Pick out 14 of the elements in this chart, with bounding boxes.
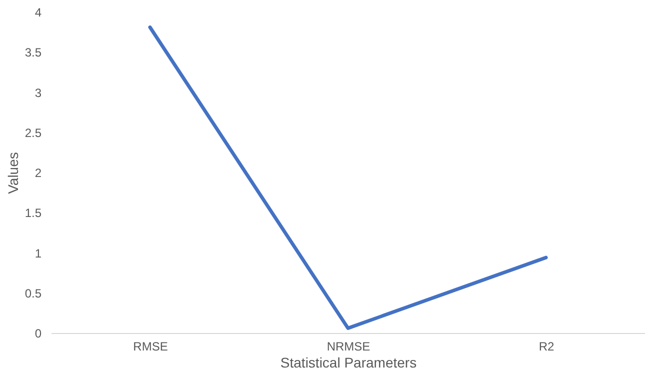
y-tick-label: 0 bbox=[34, 326, 42, 340]
y-tick-label: 2 bbox=[34, 166, 42, 180]
y-tick-label: 0.5 bbox=[24, 286, 42, 300]
y-tick-label: 1 bbox=[34, 246, 42, 260]
y-axis-title: Values bbox=[4, 152, 21, 194]
y-tick-label: 2.5 bbox=[24, 126, 42, 140]
y-tick-label: 1.5 bbox=[24, 206, 42, 220]
y-tick-label: 3 bbox=[34, 86, 42, 100]
y-tick-label: 4 bbox=[34, 6, 42, 20]
x-tick-label: R2 bbox=[538, 340, 554, 354]
x-axis-title: Statistical Parameters bbox=[280, 354, 417, 370]
y-tick-label: 3.5 bbox=[24, 46, 42, 60]
x-tick-label: NRMSE bbox=[326, 340, 370, 354]
x-tick-label: RMSE bbox=[133, 340, 168, 354]
